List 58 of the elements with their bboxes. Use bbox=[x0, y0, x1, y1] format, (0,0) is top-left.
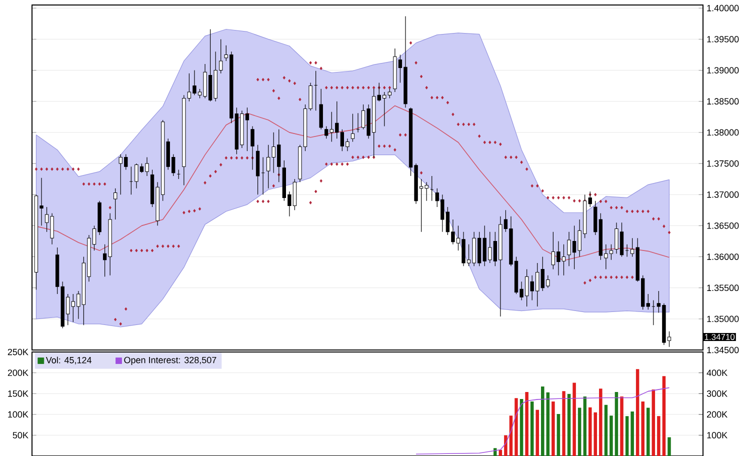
bar bbox=[646, 408, 650, 456]
y-tick-label: 250K bbox=[8, 348, 28, 356]
y2-tick-label: 300K bbox=[706, 390, 728, 397]
y-tick-label: 1.37000 bbox=[707, 191, 739, 198]
y-tick-label: 1.40000 bbox=[707, 4, 739, 12]
bar bbox=[641, 402, 644, 456]
y-tick-label: 200K bbox=[8, 370, 28, 376]
bar bbox=[594, 412, 598, 456]
candlestick bbox=[319, 88, 323, 130]
bar bbox=[620, 396, 624, 456]
y-tick-label: 1.34500 bbox=[707, 346, 739, 354]
bar bbox=[625, 416, 629, 456]
bar bbox=[668, 437, 671, 456]
bar bbox=[604, 404, 608, 456]
bar bbox=[556, 414, 560, 456]
y-tick-label: 1.37500 bbox=[707, 160, 739, 167]
bar bbox=[610, 416, 613, 456]
candlestick bbox=[625, 244, 629, 258]
y-tick-label: 1.35000 bbox=[707, 316, 739, 322]
bar bbox=[525, 392, 528, 456]
bar bbox=[599, 388, 602, 456]
y-tick-label: 150K bbox=[8, 390, 28, 397]
bar bbox=[652, 389, 656, 456]
bar bbox=[504, 435, 508, 456]
legend-label: Vol: 45,124 bbox=[46, 356, 92, 364]
y-tick-label: 1.36000 bbox=[707, 254, 739, 260]
y-tick-label: 100K bbox=[8, 411, 28, 418]
bar bbox=[636, 369, 640, 456]
bar bbox=[588, 407, 592, 456]
bar bbox=[541, 386, 544, 456]
line-series bbox=[36, 105, 670, 261]
candlestick bbox=[652, 300, 656, 326]
y2-tick-label: 400K bbox=[706, 370, 728, 376]
bar bbox=[578, 408, 582, 456]
bar bbox=[572, 382, 576, 456]
y-tick-label: 1.39500 bbox=[707, 36, 739, 42]
y-tick-label: 1.36500 bbox=[707, 222, 739, 229]
bar bbox=[630, 411, 634, 456]
bar bbox=[657, 416, 660, 456]
candlestick bbox=[350, 113, 355, 142]
legend-label: Open Interest: 328,507 bbox=[124, 356, 216, 365]
bar bbox=[662, 376, 666, 456]
bar bbox=[552, 402, 555, 456]
bar bbox=[583, 396, 586, 456]
y-tick-label: 1.38500 bbox=[707, 98, 739, 105]
y-tick-label: 1.38000 bbox=[707, 129, 739, 136]
bar bbox=[546, 392, 550, 456]
bar bbox=[536, 410, 539, 456]
text: 1.34710 bbox=[704, 334, 735, 340]
candlestick bbox=[114, 188, 118, 220]
y-tick-label: 50K bbox=[12, 432, 28, 438]
bar bbox=[567, 394, 571, 456]
y-tick-label: 1.39000 bbox=[707, 67, 739, 74]
bar bbox=[614, 392, 618, 456]
bar bbox=[562, 391, 566, 456]
y-tick-label: 1.35500 bbox=[707, 284, 739, 292]
line-series bbox=[416, 387, 670, 455]
bar bbox=[530, 402, 534, 456]
